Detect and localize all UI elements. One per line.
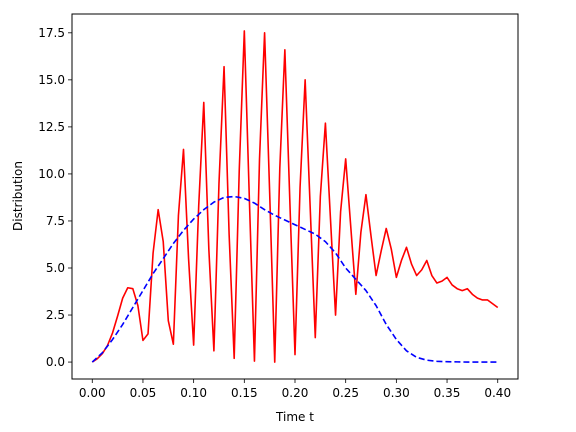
x-tick-label: 0.10	[180, 386, 207, 400]
y-tick-label: 7.5	[46, 214, 65, 228]
series-line-1	[91, 30, 499, 363]
y-tick-label: 10.0	[38, 167, 65, 181]
x-tick-label: 0.25	[332, 386, 359, 400]
y-axis-label: Distribution	[11, 161, 25, 231]
x-tick-label: 0.40	[484, 386, 511, 400]
y-tick-label: 17.5	[38, 26, 65, 40]
y-tick-label: 2.5	[46, 308, 65, 322]
tick-layer: 0.00 0.05 0.10 0.15 0.20 0.25 0.30 0.35 0.40 0.0 2…	[38, 26, 511, 400]
y-tick-label: 15.0	[38, 73, 65, 87]
x-tick-label: 0.05	[130, 386, 157, 400]
y-tick-label: 12.5	[38, 120, 65, 134]
x-tick-label: 0.20	[282, 386, 309, 400]
plot-background	[72, 14, 518, 379]
y-tick-label: 0.0	[46, 355, 65, 369]
x-tick-label: 0.15	[231, 386, 258, 400]
x-tick-label: 0.35	[434, 386, 461, 400]
series-line-2	[91, 195, 498, 363]
x-tick-label: 0.00	[79, 386, 106, 400]
y-tick-label: 5.0	[46, 261, 65, 275]
series-layer	[91, 30, 499, 363]
x-tick-label: 0.30	[383, 386, 410, 400]
plot-frame	[71, 13, 519, 380]
x-axis-label: Time t	[275, 410, 314, 424]
